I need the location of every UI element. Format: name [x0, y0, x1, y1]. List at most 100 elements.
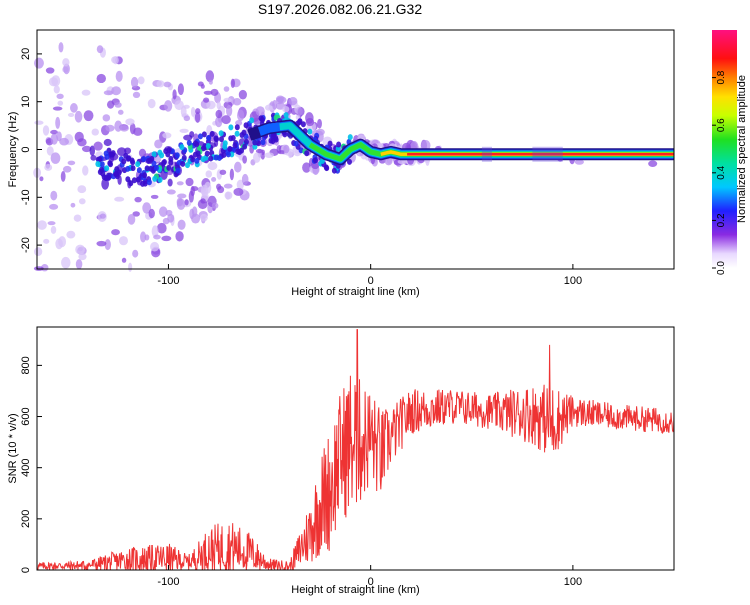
- spectrogram-noise-blob: [275, 96, 284, 105]
- spectrogram-noise-blob: [43, 238, 50, 244]
- spectrogram-noise-blob: [119, 125, 129, 132]
- spectrogram-core-blob: [103, 175, 109, 182]
- spectrogram-core-blob: [100, 170, 106, 177]
- spectrogram-noise-blob: [223, 97, 232, 103]
- spectrogram-noise-blob: [93, 141, 103, 151]
- spectrogram-noise-blob: [89, 145, 96, 157]
- spectrogram-noise-blob: [208, 79, 213, 85]
- spectrogram-core-blob: [145, 157, 151, 164]
- spectrogram-noise-blob: [42, 125, 50, 136]
- snr-frame: [36, 326, 675, 571]
- spectrogram-core-blob: [95, 160, 101, 167]
- spectrogram-noise-blob: [78, 198, 86, 205]
- spectrogram-core-blob: [130, 165, 136, 172]
- spectrogram-noise-blob: [39, 176, 44, 182]
- spectrogram-noise-blob: [134, 196, 142, 203]
- spectrogram-core-blob: [185, 162, 191, 169]
- snr-x-tick-label: -100: [157, 576, 179, 588]
- spectrogram-noise-blob: [101, 178, 110, 190]
- spectrogram-core-blob: [129, 157, 135, 164]
- spectrogram-noise-blob: [34, 120, 44, 125]
- spectrogram-core-blob: [175, 167, 181, 174]
- spectrogram-noise-blob: [125, 118, 135, 126]
- spectrogram-noise-blob: [232, 98, 242, 106]
- spectrogram-core-blob: [282, 131, 288, 138]
- spectrogram-y-tick-label: -10: [20, 189, 32, 205]
- snr-panel: -100 0 100 0 200 400 600 800 Height of straight…: [7, 326, 675, 596]
- snr-x-tick-label: 0: [368, 576, 374, 588]
- spectrogram-core-blob: [142, 172, 148, 179]
- spectrogram-noise-blob: [156, 80, 165, 88]
- spectrogram-core-blob: [336, 141, 342, 148]
- spectrogram-noise-blob: [49, 203, 59, 210]
- spectrogram-core-blob: [153, 165, 159, 172]
- spectrogram-noise-blob: [103, 138, 112, 147]
- spectrogram-core-blob: [239, 147, 245, 154]
- snr-y-tick-label: 800: [20, 356, 32, 374]
- spectrogram-noise-blob: [114, 102, 122, 108]
- spectrogram-noise-blob: [205, 70, 215, 83]
- spectrogram-core-blob: [206, 134, 212, 141]
- spectrogram-noise-blob: [177, 219, 186, 230]
- spectrogram-core-blob: [131, 177, 137, 184]
- spectrogram-core-blob: [201, 131, 207, 138]
- spectrogram-noise-blob: [163, 81, 172, 88]
- spectrogram-noise-blob: [156, 222, 167, 234]
- spectrogram-core-blob: [249, 117, 255, 124]
- spectrogram-core-blob: [135, 176, 141, 183]
- spectrogram-noise-blob: [56, 131, 62, 142]
- spectrogram-noise-blob: [211, 177, 217, 182]
- spectrogram-noise-blob: [140, 231, 147, 243]
- spectrogram-noise-blob: [96, 45, 104, 54]
- spectrogram-core-blob: [213, 154, 219, 161]
- spectrogram-noise-blob: [207, 161, 218, 171]
- spectrogram-noise-blob: [175, 231, 184, 242]
- spectrogram-noise-blob: [81, 145, 92, 153]
- spectrogram-noise-blob: [57, 100, 64, 106]
- spectrogram-core-blob: [166, 164, 172, 171]
- spectrogram-noise-blob: [234, 161, 242, 173]
- snr-y-tick-label: 400: [20, 459, 32, 477]
- spectrogram-noise-blob: [277, 150, 286, 155]
- spectrogram-noise-blob: [132, 211, 140, 217]
- spectrogram-noise-blob: [272, 99, 278, 110]
- spectrogram-noise-blob: [210, 88, 219, 96]
- spectrogram-core-blob: [235, 148, 241, 155]
- spectrogram-core-blob: [161, 159, 167, 166]
- spectrogram-noise-blob: [130, 76, 139, 89]
- spectrogram-noise-blob: [121, 257, 127, 263]
- spectrogram-core-blob: [205, 142, 211, 149]
- spectrogram-noise-blob: [305, 112, 314, 124]
- colorbar-label: Normalized spectral amplitude: [736, 75, 748, 223]
- spectrogram-noise-blob: [282, 105, 290, 113]
- spectrogram-core-blob: [304, 150, 310, 157]
- spectrogram-noise-blob: [70, 103, 78, 113]
- spectrogram-noise-blob: [55, 116, 61, 129]
- spectrogram-noise-blob: [163, 100, 173, 112]
- spectrogram-noise-blob: [223, 183, 233, 189]
- spectrogram-core-blob: [141, 155, 147, 162]
- spectrogram-core-blob: [225, 151, 231, 158]
- snr-ticks: -100 0 100 0 200 400 600 800: [20, 356, 582, 588]
- spectrogram-core-blob: [293, 140, 299, 147]
- spectrogram-core-blob: [135, 161, 141, 168]
- spectrogram-core-blob: [234, 124, 240, 131]
- spectrogram-noise-blob: [75, 259, 83, 270]
- spectrogram-noise-blob: [45, 67, 55, 74]
- colorbar-tick-label: 0.6: [716, 118, 727, 132]
- spectrogram-noise-blob: [60, 170, 66, 182]
- spectrogram-core-blob: [222, 140, 228, 147]
- spectrogram-noise-blob: [230, 78, 235, 88]
- spectrogram-noise-blob: [177, 83, 184, 96]
- spectrogram-noise-blob: [203, 90, 213, 95]
- spectrogram-noise-blob: [317, 118, 322, 129]
- spectrogram-noise-blob: [73, 214, 82, 222]
- spectrogram-noise-blob: [185, 177, 194, 187]
- spectrogram-noise-blob: [189, 131, 195, 138]
- spectrogram-core-blob: [204, 150, 210, 157]
- spectrogram-noise-blob: [199, 213, 208, 222]
- spectrogram-noise-blob: [177, 193, 187, 199]
- spectrogram-core-blob: [259, 116, 265, 123]
- spectrogram-core-blob: [190, 156, 196, 163]
